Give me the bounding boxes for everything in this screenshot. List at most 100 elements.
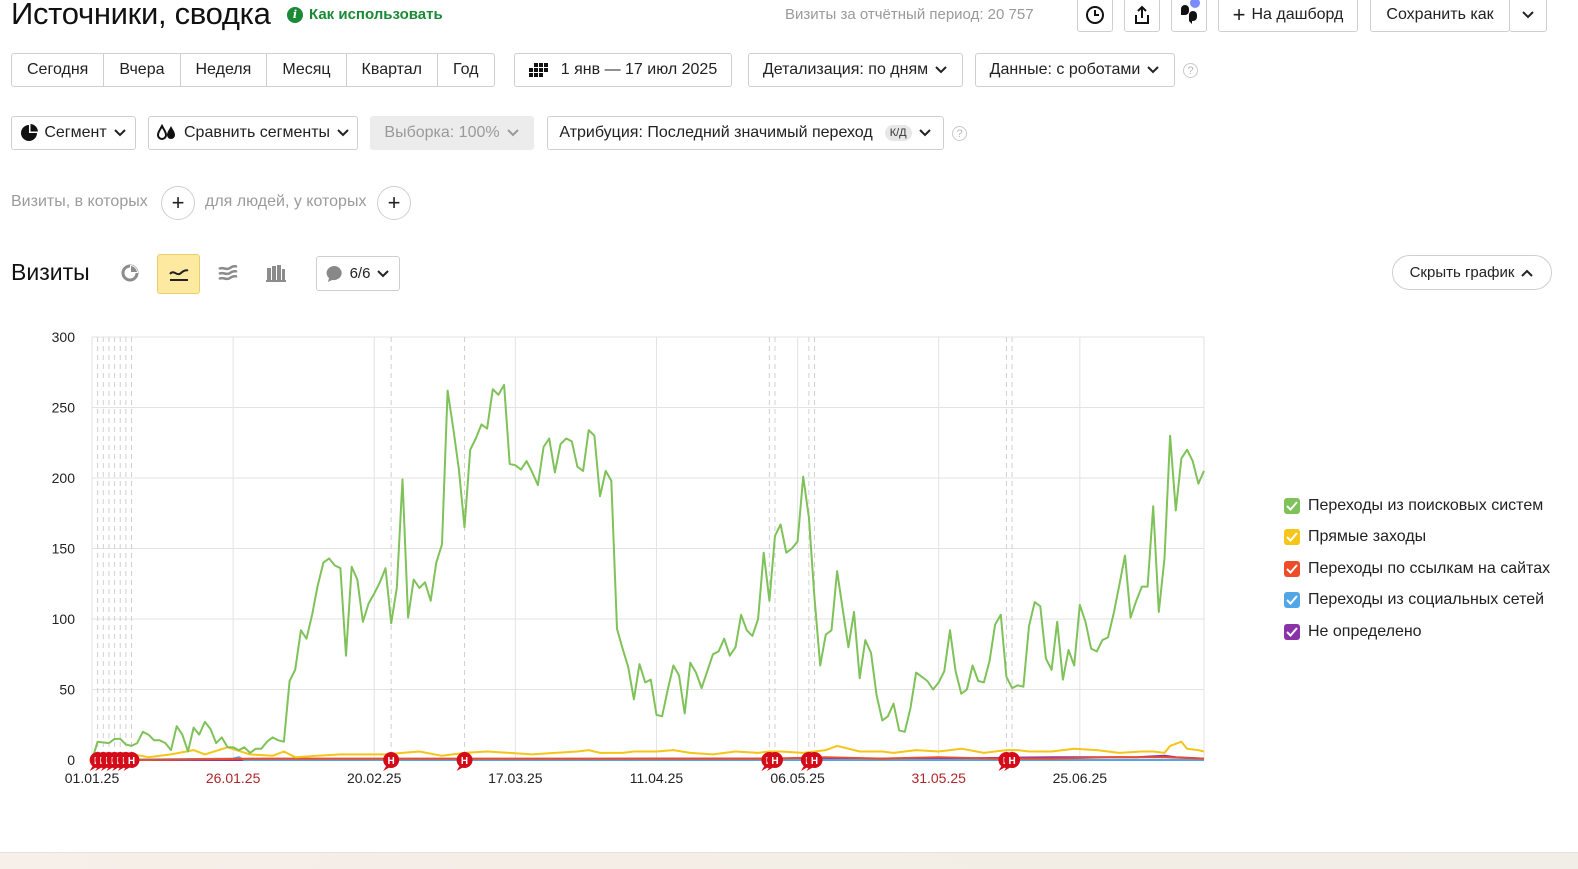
y-tick-label: 200 [52, 470, 76, 486]
x-tick-label: 25.06.25 [1053, 770, 1108, 786]
data-mode-dropdown[interactable]: Данные: с роботами [975, 53, 1175, 87]
y-tick-label: 300 [52, 329, 76, 345]
period-week[interactable]: Неделя [179, 54, 267, 86]
add-people-condition-button[interactable]: + [377, 186, 411, 220]
y-tick-label: 50 [59, 682, 75, 698]
legend-item-social[interactable]: Переходы из социальных сетей [1284, 585, 1550, 617]
compare-segments-dropdown[interactable]: Сравнить сегменты [148, 116, 358, 150]
chevron-down-icon [113, 129, 126, 137]
marker-circle [806, 752, 823, 768]
period-today[interactable]: Сегодня [27, 61, 89, 78]
segment-dropdown[interactable]: Сегмент [11, 116, 136, 150]
detail-dropdown[interactable]: Детализация: по дням [748, 53, 963, 87]
legend-item-search[interactable]: Переходы из поисковых систем [1284, 490, 1550, 522]
legend-label: Переходы из социальных сетей [1308, 591, 1545, 609]
y-tick-label: 0 [67, 752, 75, 768]
visits-total: Визиты за отчётный период: 20 757 [785, 6, 1034, 23]
bar-chart-icon [266, 265, 286, 282]
legend-item-direct[interactable]: Прямые заходы [1284, 522, 1550, 554]
series-line [92, 756, 1205, 761]
marker-circle [767, 752, 784, 768]
info-icon: i [287, 6, 303, 23]
chevron-down-icon [918, 129, 931, 137]
legend-label: Не определено [1308, 622, 1422, 640]
series-line [91, 383, 1205, 761]
dashboard-label: На дашборд [1251, 6, 1344, 23]
marker-circle [1004, 752, 1021, 768]
attribution-badge: К/Д [884, 125, 912, 141]
visits-chart: ННННННННННННННН 05010015020025030001.01.… [52, 329, 1205, 786]
attribution-label: Атрибуция: Последний значимый переход [559, 124, 873, 141]
hide-chart-button[interactable]: Скрыть график [1392, 255, 1552, 290]
legend-item-undefined[interactable]: Не определено [1284, 616, 1550, 648]
compare-label: Сравнить сегменты [183, 124, 331, 141]
add-visit-condition-button[interactable]: + [161, 186, 195, 220]
chart-grid [91, 336, 1205, 761]
clock-icon [1086, 6, 1104, 24]
add-to-dashboard-button[interactable]: + На дашборд [1218, 0, 1358, 32]
stacked-area-view-button[interactable] [214, 259, 242, 287]
save-options-button[interactable] [1509, 0, 1547, 32]
series-line [91, 740, 1205, 761]
marker-label: Н [771, 756, 778, 767]
save-as-label: Сохранить как [1386, 6, 1494, 23]
compare-drops-icon [156, 124, 175, 140]
checkbox-checked-icon [1284, 592, 1300, 609]
marker-label: Н [128, 756, 135, 767]
data-mode-label: Данные: с роботами [989, 61, 1141, 78]
share-icon [1135, 5, 1149, 24]
annotation-marker: Н [383, 752, 400, 771]
export-button[interactable] [1124, 0, 1160, 32]
calendar-icon [528, 63, 548, 77]
period-month[interactable]: Месяц [266, 54, 345, 86]
legend-label: Прямые заходы [1308, 528, 1427, 546]
annotation-marker: Н [456, 752, 473, 771]
assistant-button[interactable] [1171, 0, 1207, 32]
pie-chart-icon [121, 264, 139, 282]
legend-item-links[interactable]: Переходы по ссылкам на сайтах [1284, 553, 1550, 585]
history-button[interactable] [1077, 0, 1113, 32]
hide-chart-label: Скрыть график [1409, 264, 1515, 281]
annotation-marker: Н [123, 752, 140, 771]
annotation-marker: Н [767, 752, 784, 771]
checkbox-checked-icon [1284, 529, 1300, 546]
how-to-use-label: Как использовать [309, 6, 443, 23]
chart-axes: 0 50 100 150 200 250 300 01.01.25 26.01.25 20.02.… [52, 329, 1108, 786]
annotation-marker: Н [1004, 752, 1021, 771]
period-quarter[interactable]: Квартал [345, 54, 437, 86]
help-icon[interactable]: ? [952, 126, 967, 141]
period-selector: Сегодня Вчера Неделя Месяц Квартал Год [11, 53, 495, 87]
checkbox-checked-icon [1284, 497, 1300, 514]
chevron-up-icon [1521, 269, 1534, 277]
how-to-use-link[interactable]: i Как использовать [287, 6, 443, 23]
marker-label: Н [811, 756, 818, 767]
period-year[interactable]: Год [437, 54, 493, 86]
x-tick-label: 11.04.25 [630, 770, 684, 786]
legend-label: Переходы из поисковых систем [1308, 496, 1544, 514]
line-view-button[interactable] [157, 254, 200, 294]
x-tick-label: 26.01.25 [206, 770, 261, 786]
attribution-dropdown[interactable]: Атрибуция: Последний значимый переход К/… [547, 116, 944, 150]
chevron-down-icon [1522, 11, 1534, 19]
annotation-marker: Н [806, 752, 823, 771]
sample-label: Выборка: 100% [384, 124, 500, 141]
plus-icon: + [387, 190, 401, 215]
date-range-picker[interactable]: 1 янв — 17 июл 2025 [514, 53, 732, 87]
checkbox-checked-icon [1284, 623, 1300, 640]
plus-icon: + [1232, 2, 1246, 27]
visits-where-label: Визиты, в которых [11, 193, 148, 210]
save-as-button[interactable]: Сохранить как [1370, 0, 1510, 32]
chart-legend: Переходы из поисковых систем Прямые захо… [1284, 490, 1550, 648]
period-yesterday[interactable]: Вчера [103, 54, 179, 86]
bar-view-button[interactable] [262, 259, 290, 287]
legend-label: Переходы по ссылкам на сайтах [1308, 559, 1551, 577]
segment-label: Сегмент [44, 124, 107, 141]
date-range-label: 1 янв — 17 июл 2025 [560, 61, 718, 78]
pie-view-button[interactable] [116, 259, 144, 287]
help-icon[interactable]: ? [1183, 63, 1198, 78]
chevron-down-icon [377, 269, 390, 277]
page-title: Источники, сводка [11, 0, 271, 31]
x-tick-label: 20.02.25 [347, 770, 402, 786]
sample-dropdown[interactable]: Выборка: 100% [370, 116, 534, 150]
series-select-dropdown[interactable]: 6/6 [316, 256, 400, 291]
